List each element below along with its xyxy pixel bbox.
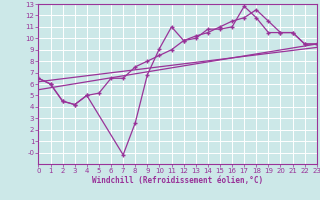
X-axis label: Windchill (Refroidissement éolien,°C): Windchill (Refroidissement éolien,°C)	[92, 176, 263, 185]
